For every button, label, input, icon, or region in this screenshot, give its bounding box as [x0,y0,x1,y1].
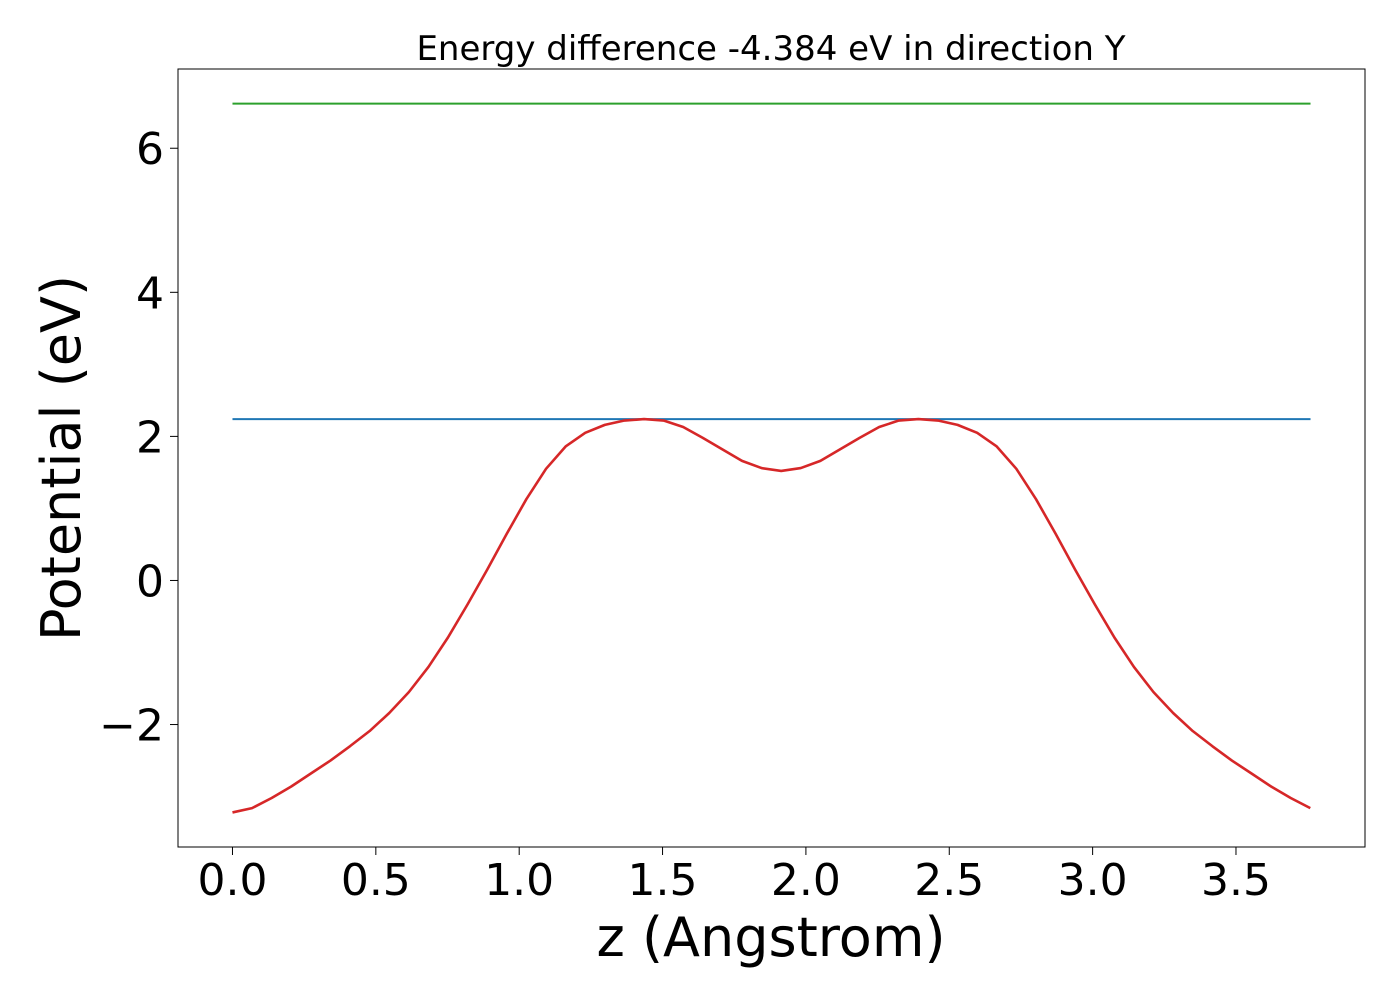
y-tick-label: 0 [136,556,164,607]
x-tick-label: 3.5 [1201,855,1271,906]
x-tick-label: 3.0 [1058,855,1128,906]
x-tick-label: 2.5 [914,855,984,906]
x-axis-label: z (Angstrom) [596,906,945,969]
y-axis-ticks: −2 0 2 4 6 [99,124,178,752]
x-tick-label: 0.5 [341,855,411,906]
potential-curve [232,417,1311,814]
y-tick-label: −2 [99,701,164,752]
x-tick-label: 1.0 [484,855,554,906]
chart-title: Energy difference -4.384 eV in direction… [416,29,1125,69]
y-tick-label: 6 [136,124,164,175]
x-tick-label: 1.5 [628,855,698,906]
series-layer [232,102,1311,814]
y-tick-label: 2 [136,412,164,463]
y-tick-label: 4 [136,268,164,319]
plot-area-frame [177,68,1366,848]
y-axis-label: Potential (eV) [30,275,93,641]
x-tick-label: 0.0 [197,855,267,906]
x-axis-ticks: 0.0 0.5 1.0 1.5 2.0 2.5 3.0 3.5 [197,847,1271,906]
x-tick-label: 2.0 [771,855,841,906]
